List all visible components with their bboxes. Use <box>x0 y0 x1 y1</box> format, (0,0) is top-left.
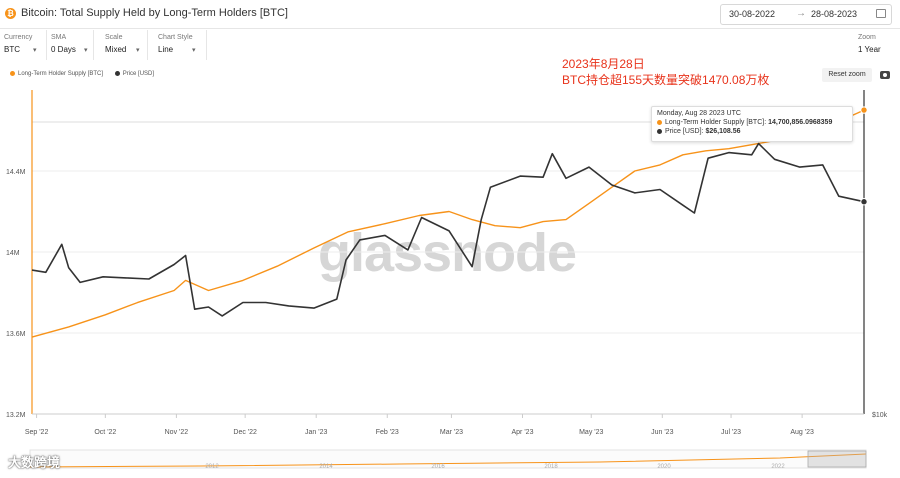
brand-watermark: 大数跨境 <box>8 455 61 470</box>
legend-item-price[interactable]: Price [USD] <box>114 71 155 78</box>
x-tick-label: Sep '22 <box>25 429 49 436</box>
sma-label: SMA <box>51 34 67 41</box>
y-tick-label: 14.4M <box>6 169 26 176</box>
x-tick-label: Feb '23 <box>376 429 399 436</box>
x-tick-label: Aug '23 <box>790 429 814 436</box>
tooltip-price-label: Price [USD]: <box>665 128 704 135</box>
camera-icon[interactable] <box>880 71 890 79</box>
x-tick-label: May '23 <box>579 429 603 436</box>
navigator-year-label: 2016 <box>431 464 445 470</box>
chevron-down-icon: ▾ <box>33 47 37 54</box>
legend-item-lth[interactable]: Long-Term Holder Supply [BTC] <box>10 71 103 77</box>
scale-value[interactable]: Mixed <box>105 45 127 54</box>
sma-value[interactable]: 0 Days <box>51 45 76 54</box>
annotation-text: 2023年8月28日 BTC持仓超155天数量突破1470.08万枚 <box>562 56 769 88</box>
y-tick-label: 13.6M <box>6 331 26 338</box>
chart-style-value[interactable]: Line <box>158 45 174 54</box>
page-title: Bitcoin: Total Supply Held by Long-Term … <box>21 7 288 19</box>
tooltip-row-price: Price [USD]: $26,108.56 <box>657 128 847 135</box>
tooltip-lth-label: Long-Term Holder Supply [BTC]: <box>665 119 767 126</box>
sma-select[interactable]: SMA 0 Days ▾ <box>47 30 94 60</box>
x-tick-label: Oct '22 <box>94 429 116 436</box>
chart-style-label: Chart Style <box>158 34 193 41</box>
navigator-year-label: 2014 <box>319 464 333 470</box>
x-tick-label: Mar '23 <box>440 429 463 436</box>
chevron-down-icon: ▾ <box>192 47 196 54</box>
watermark: glassnode <box>318 223 577 283</box>
chevron-down-icon: ▾ <box>136 47 140 54</box>
tooltip-price-value: $26,108.56 <box>705 128 741 135</box>
tooltip-dot-icon <box>657 119 662 125</box>
navigator-year-label: 2020 <box>657 464 671 470</box>
tooltip-lth-value: 14,700,856.0968359 <box>768 119 833 126</box>
series-point-price <box>860 198 868 206</box>
navigator-year-label: 2022 <box>771 464 785 470</box>
navigator-selection <box>807 450 867 468</box>
date-from[interactable]: 30-08-2022 <box>729 9 776 19</box>
navigator-line <box>29 453 867 468</box>
arrow-right-icon: → <box>796 8 806 19</box>
tooltip-date: Monday, Aug 28 2023 UTC <box>657 110 741 117</box>
date-to[interactable]: 28-08-2023 <box>811 9 858 19</box>
tooltip-row-lth: Long-Term Holder Supply [BTC]: 14,700,85… <box>657 119 847 126</box>
x-tick-label: Jul '23 <box>721 429 741 436</box>
legend-label: Long-Term Holder Supply [BTC] <box>18 71 104 78</box>
y-right-tick-label: $10k <box>872 412 888 419</box>
currency-value[interactable]: BTC <box>4 45 20 54</box>
scale-select[interactable]: Scale Mixed ▾ <box>101 30 148 60</box>
tooltip-dot-icon <box>657 128 662 134</box>
chevron-down-icon: ▾ <box>84 47 88 54</box>
series-point-lth <box>860 106 868 114</box>
series-line-lth <box>31 109 865 338</box>
scale-label: Scale <box>105 34 123 41</box>
x-tick-label: Jan '23 <box>305 429 327 436</box>
legend-label: Price [USD] <box>122 71 155 78</box>
date-range-picker[interactable]: 30-08-2022 → 28-08-2023 <box>720 4 892 25</box>
x-tick-label: Jun '23 <box>651 429 673 436</box>
x-tick-label: Nov '22 <box>165 429 189 436</box>
x-tick-label: Dec '22 <box>233 429 257 436</box>
y-tick-label: 14M <box>6 250 20 257</box>
annotation-line-2: BTC持仓超155天数量突破1470.08万枚 <box>562 73 770 87</box>
zoom-label: Zoom <box>858 34 876 41</box>
chart-legend: Long-Term Holder Supply [BTC] Price [USD… <box>10 71 164 77</box>
x-tick-label: Apr '23 <box>512 429 534 436</box>
reset-zoom-button[interactable]: Reset zoom <box>822 68 872 82</box>
zoom-value[interactable]: 1 Year <box>858 45 881 54</box>
currency-select[interactable]: Currency BTC ▾ <box>0 30 47 60</box>
zoom-select[interactable]: Zoom 1 Year <box>858 34 881 54</box>
navigator-year-label: 2018 <box>544 464 558 470</box>
bitcoin-logo-icon: ₿ <box>5 8 16 19</box>
legend-dot-icon <box>10 71 15 76</box>
calendar-icon[interactable] <box>876 9 886 18</box>
y-tick-label: 13.2M <box>6 412 26 419</box>
chart-header: ₿ Bitcoin: Total Supply Held by Long-Ter… <box>0 0 900 29</box>
chart-tooltip: Monday, Aug 28 2023 UTC Long-Term Holder… <box>651 106 853 142</box>
navigator-year-label: 2012 <box>205 464 219 470</box>
series-line-price <box>31 142 865 317</box>
annotation-line-1: 2023年8月28日 <box>562 57 645 71</box>
chart-style-select[interactable]: Chart Style Line ▾ <box>154 30 207 60</box>
currency-label: Currency <box>4 34 33 41</box>
legend-dot-icon <box>114 71 120 76</box>
